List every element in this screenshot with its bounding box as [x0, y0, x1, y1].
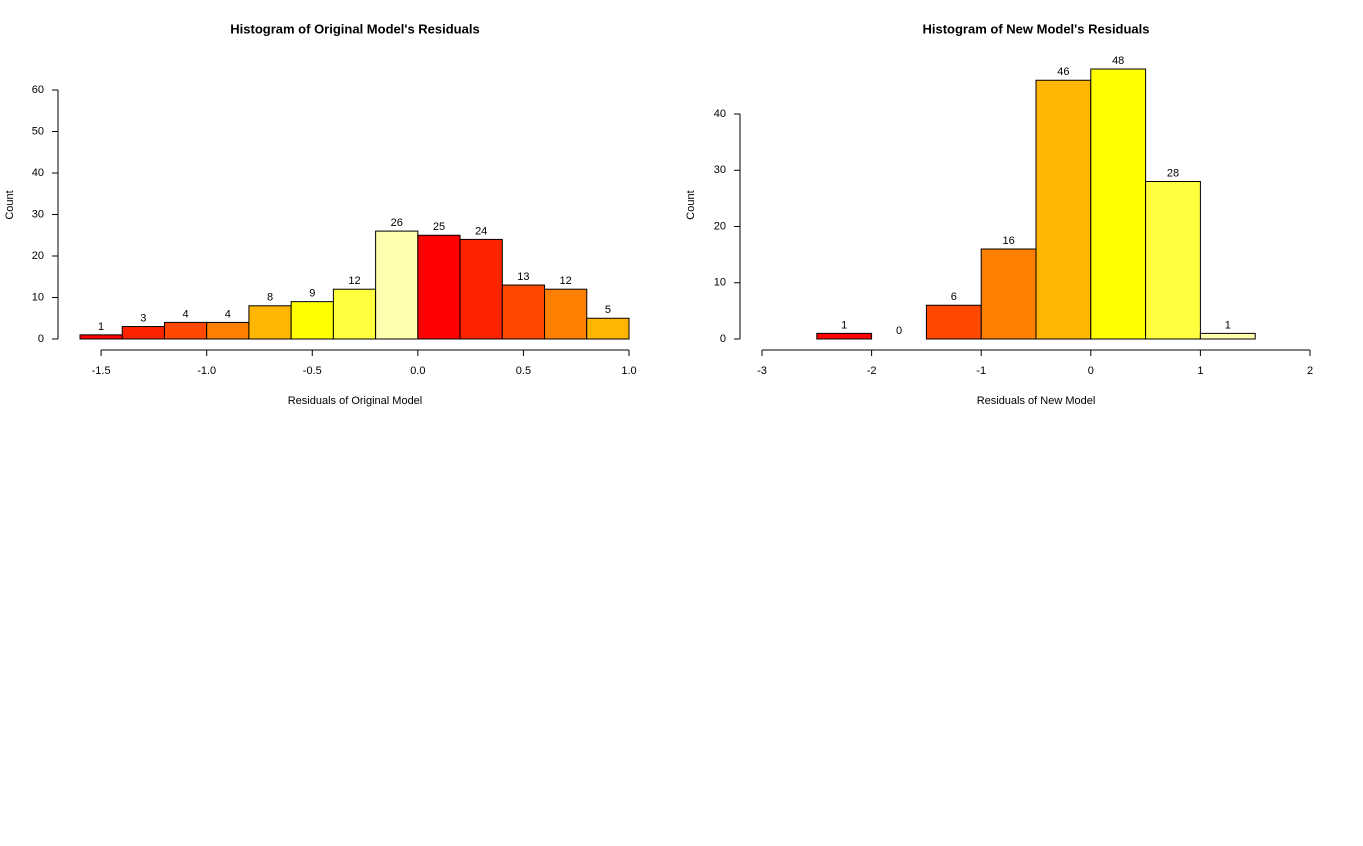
value-label: 26	[391, 217, 403, 229]
value-label: 5	[605, 304, 611, 316]
value-label: 1	[841, 319, 847, 331]
bar	[1145, 181, 1201, 340]
y-axis-label: Count	[685, 190, 697, 219]
y-tick-label: 0	[720, 333, 726, 345]
y-tick-label: 40	[32, 167, 44, 179]
y-tick-label: 40	[714, 108, 726, 120]
x-tick-label: 1	[1197, 365, 1203, 377]
value-label: 24	[475, 225, 487, 237]
chart-title: Histogram of New Model's Residuals	[922, 21, 1149, 36]
bar	[79, 334, 123, 340]
bar	[1199, 332, 1256, 340]
bar	[290, 301, 334, 340]
bar	[980, 248, 1037, 340]
bar	[459, 238, 503, 340]
value-label: 0	[896, 325, 902, 337]
value-label: 13	[517, 271, 529, 283]
bar	[925, 304, 982, 340]
y-tick-label: 0	[38, 333, 44, 345]
y-tick-label: 30	[714, 164, 726, 176]
value-label: 3	[140, 312, 146, 324]
bar	[816, 332, 873, 340]
bar	[248, 305, 292, 340]
bar	[163, 321, 208, 340]
y-tick-label: 10	[714, 277, 726, 289]
bar	[1090, 68, 1147, 340]
x-tick-label: -3	[757, 365, 767, 377]
x-tick-label: -1.0	[197, 365, 216, 377]
value-label: 1	[1225, 319, 1231, 331]
bar	[501, 284, 546, 340]
y-tick-label: 30	[32, 208, 44, 220]
y-tick-label: 60	[32, 84, 44, 96]
bar	[375, 230, 419, 340]
y-tick-label: 10	[32, 291, 44, 303]
y-tick-label: 50	[32, 125, 44, 137]
x-tick-label: -0.5	[303, 365, 322, 377]
x-tick-label: 0.0	[410, 365, 425, 377]
bar	[1035, 79, 1092, 340]
x-tick-label: 1.0	[621, 365, 636, 377]
value-label: 28	[1167, 167, 1179, 179]
value-label: 46	[1057, 66, 1069, 78]
value-label: 4	[183, 308, 189, 320]
value-label: 12	[560, 275, 572, 287]
bar	[206, 321, 250, 340]
x-tick-label: -1.5	[92, 365, 111, 377]
x-axis-label: Residuals of New Model	[977, 395, 1096, 407]
bar	[417, 234, 461, 340]
x-tick-label: 0.5	[516, 365, 531, 377]
value-label: 16	[1002, 235, 1014, 247]
bar	[586, 317, 630, 340]
value-label: 4	[225, 308, 231, 320]
chart-title: Histogram of Original Model's Residuals	[230, 21, 479, 36]
value-label: 1	[98, 321, 104, 333]
value-label: 6	[951, 291, 957, 303]
value-label: 48	[1112, 55, 1124, 67]
x-tick-label: 0	[1088, 365, 1094, 377]
y-tick-label: 20	[32, 250, 44, 262]
value-label: 25	[433, 221, 445, 233]
value-label: 12	[348, 275, 360, 287]
value-label: 9	[309, 288, 315, 300]
bar	[544, 288, 588, 340]
bar	[121, 326, 165, 340]
value-label: 8	[267, 292, 273, 304]
x-tick-label: -2	[867, 365, 877, 377]
y-axis-label: Count	[4, 190, 16, 219]
x-tick-label: 2	[1307, 365, 1313, 377]
bar	[332, 288, 377, 340]
y-tick-label: 20	[714, 220, 726, 232]
x-tick-label: -1	[976, 365, 986, 377]
x-axis-label: Residuals of Original Model	[288, 395, 423, 407]
